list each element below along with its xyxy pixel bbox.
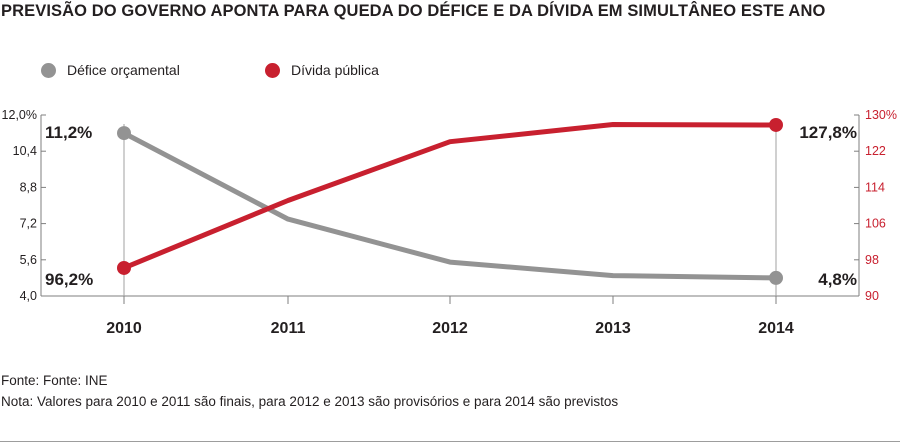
footer-note: Nota: Valores para 2010 e 2011 são finai…: [1, 394, 619, 409]
x-tick-label: 2010: [106, 320, 142, 337]
legend-divida-swatch: [265, 62, 280, 78]
x-tick-label: 2012: [432, 320, 468, 337]
data-point-defice: [117, 126, 131, 141]
right-tick-label: 122: [865, 144, 886, 158]
data-point-defice: [769, 270, 783, 285]
data-label: 127,8%: [799, 123, 857, 142]
data-point-divida: [117, 260, 131, 275]
x-tick-label: 2014: [758, 320, 794, 337]
right-tick-label: 106: [865, 217, 886, 231]
legend-defice-label: Défice orçamental: [67, 62, 180, 78]
chart-title: PREVISÃO DO GOVERNO APONTA PARA QUEDA DO…: [1, 2, 826, 20]
data-label: 96,2%: [45, 270, 93, 289]
left-tick-label: 7,2: [20, 217, 37, 231]
right-tick-label: 98: [865, 253, 879, 267]
legend-divida-label: Dívida pública: [291, 62, 379, 78]
bottom-rule: [0, 441, 900, 442]
series-line-defice: [121, 130, 779, 281]
left-tick-label: 8,8: [20, 180, 37, 194]
left-tick-label: 10,4: [13, 144, 37, 158]
right-tick-label: 90: [865, 289, 879, 303]
data-point-divida: [769, 117, 783, 132]
left-tick-label: 5,6: [20, 253, 37, 267]
series-line-divida: [121, 122, 779, 271]
legend-defice: Défice orçamental: [41, 62, 180, 78]
data-label: 11,2%: [45, 123, 92, 142]
x-tick-label: 2013: [595, 320, 631, 337]
left-tick-label: 12,0%: [2, 108, 37, 122]
legend-divida: Dívida pública: [265, 62, 379, 78]
data-label: 4,8%: [818, 270, 857, 289]
left-tick-label: 4,0: [20, 289, 37, 303]
legend-defice-swatch: [41, 62, 56, 78]
right-tick-label: 114: [865, 180, 885, 194]
right-tick-label: 130%: [865, 108, 897, 122]
x-tick-label: 2011: [271, 320, 306, 337]
footer-source: Fonte: Fonte: INE: [1, 373, 108, 388]
